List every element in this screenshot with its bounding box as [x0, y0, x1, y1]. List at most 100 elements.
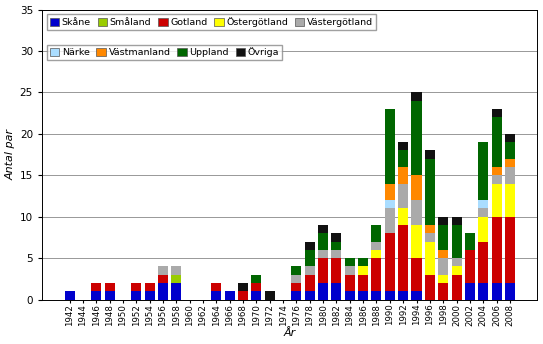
Bar: [438, 283, 448, 300]
Bar: [305, 241, 315, 250]
Bar: [491, 109, 502, 117]
Bar: [478, 200, 488, 208]
Bar: [491, 167, 502, 175]
Bar: [398, 150, 408, 167]
Bar: [438, 258, 448, 275]
Bar: [465, 283, 475, 300]
Bar: [331, 283, 342, 300]
Bar: [358, 258, 368, 266]
Bar: [345, 291, 355, 300]
Bar: [158, 275, 168, 283]
Bar: [251, 275, 261, 283]
Bar: [331, 233, 342, 241]
Bar: [158, 266, 168, 275]
Bar: [425, 150, 435, 159]
Bar: [305, 266, 315, 275]
Bar: [371, 225, 382, 241]
Bar: [358, 266, 368, 275]
Bar: [491, 217, 502, 283]
Bar: [425, 225, 435, 233]
Bar: [478, 142, 488, 200]
Bar: [131, 283, 141, 291]
Bar: [238, 283, 248, 291]
Bar: [398, 225, 408, 291]
Bar: [292, 291, 301, 300]
Bar: [331, 250, 342, 258]
Bar: [425, 159, 435, 225]
Bar: [292, 266, 301, 275]
Bar: [251, 291, 261, 300]
Bar: [318, 225, 328, 233]
Bar: [438, 217, 448, 225]
Bar: [465, 233, 475, 250]
Bar: [385, 109, 395, 183]
Bar: [225, 291, 235, 300]
Bar: [158, 283, 168, 300]
Bar: [412, 200, 421, 225]
Bar: [438, 275, 448, 283]
Bar: [105, 291, 115, 300]
Bar: [171, 266, 181, 275]
X-axis label: År: År: [283, 329, 296, 338]
Bar: [211, 291, 222, 300]
Bar: [398, 208, 408, 225]
Bar: [398, 142, 408, 150]
Bar: [385, 291, 395, 300]
Bar: [91, 283, 101, 291]
Bar: [438, 225, 448, 250]
Bar: [292, 283, 301, 291]
Bar: [144, 291, 155, 300]
Bar: [398, 167, 408, 183]
Bar: [171, 283, 181, 300]
Bar: [264, 291, 275, 300]
Bar: [305, 275, 315, 291]
Bar: [371, 291, 382, 300]
Legend: Närke, Västmanland, Uppland, Övriga: Närke, Västmanland, Uppland, Övriga: [47, 45, 282, 60]
Bar: [105, 283, 115, 291]
Bar: [491, 183, 502, 217]
Bar: [491, 117, 502, 167]
Bar: [385, 208, 395, 233]
Bar: [238, 291, 248, 300]
Bar: [425, 233, 435, 241]
Bar: [478, 283, 488, 300]
Bar: [318, 233, 328, 250]
Bar: [478, 241, 488, 283]
Bar: [412, 93, 421, 101]
Bar: [318, 258, 328, 283]
Bar: [491, 175, 502, 183]
Bar: [385, 233, 395, 291]
Bar: [318, 250, 328, 258]
Bar: [505, 167, 515, 183]
Bar: [491, 283, 502, 300]
Bar: [505, 183, 515, 217]
Bar: [412, 101, 421, 175]
Bar: [478, 208, 488, 217]
Bar: [358, 291, 368, 300]
Bar: [371, 241, 382, 250]
Bar: [452, 258, 462, 266]
Bar: [211, 283, 222, 291]
Bar: [385, 183, 395, 200]
Bar: [425, 275, 435, 300]
Bar: [452, 225, 462, 258]
Bar: [305, 291, 315, 300]
Bar: [412, 175, 421, 200]
Bar: [505, 142, 515, 159]
Bar: [412, 291, 421, 300]
Bar: [452, 217, 462, 225]
Bar: [331, 241, 342, 250]
Bar: [318, 283, 328, 300]
Bar: [505, 217, 515, 283]
Bar: [305, 250, 315, 266]
Bar: [371, 258, 382, 291]
Bar: [251, 283, 261, 291]
Bar: [131, 291, 141, 300]
Bar: [144, 283, 155, 291]
Bar: [505, 134, 515, 142]
Bar: [412, 258, 421, 291]
Bar: [345, 275, 355, 291]
Bar: [331, 258, 342, 283]
Bar: [65, 291, 74, 300]
Bar: [371, 250, 382, 258]
